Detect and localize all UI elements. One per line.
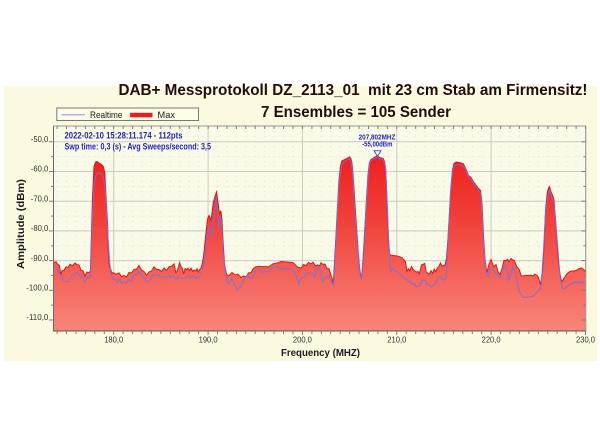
svg-text:-90,0: -90,0 xyxy=(31,254,49,263)
svg-text:190,0: 190,0 xyxy=(199,336,219,345)
svg-text:-110,0: -110,0 xyxy=(26,313,49,322)
svg-text:-70,0: -70,0 xyxy=(31,194,49,203)
svg-text:Swp time: 0,3 (s) - Avg Sweeps: Swp time: 0,3 (s) - Avg Sweeps/second: 3… xyxy=(65,141,212,152)
svg-text:210,0: 210,0 xyxy=(387,336,407,345)
svg-text:DAB+ Messprotokoll DZ_2113_01: DAB+ Messprotokoll DZ_2113_01 mit 23 cm … xyxy=(119,82,588,99)
svg-text:Max: Max xyxy=(158,110,176,121)
svg-text:-55,00dBm: -55,00dBm xyxy=(362,140,393,149)
svg-text:2022-02-10 15:28:11.174 - 112p: 2022-02-10 15:28:11.174 - 112pts xyxy=(65,130,183,141)
svg-text:Realtime: Realtime xyxy=(90,110,123,121)
svg-text:230,0: 230,0 xyxy=(576,336,596,345)
svg-text:-80,0: -80,0 xyxy=(31,224,49,233)
svg-text:Frequency (MHZ): Frequency (MHZ) xyxy=(281,348,360,359)
svg-text:207,802MHZ: 207,802MHZ xyxy=(359,133,396,142)
svg-text:-60,0: -60,0 xyxy=(31,165,49,174)
svg-text:180,0: 180,0 xyxy=(104,336,124,345)
svg-text:-100,0: -100,0 xyxy=(26,284,49,293)
svg-text:200,0: 200,0 xyxy=(293,336,313,345)
svg-text:7 Ensembles = 105 Sender: 7 Ensembles = 105 Sender xyxy=(261,104,451,121)
svg-text:220,0: 220,0 xyxy=(482,336,502,345)
svg-text:Amplitude (dBm): Amplitude (dBm) xyxy=(15,179,27,269)
svg-text:-50,0: -50,0 xyxy=(31,135,49,144)
